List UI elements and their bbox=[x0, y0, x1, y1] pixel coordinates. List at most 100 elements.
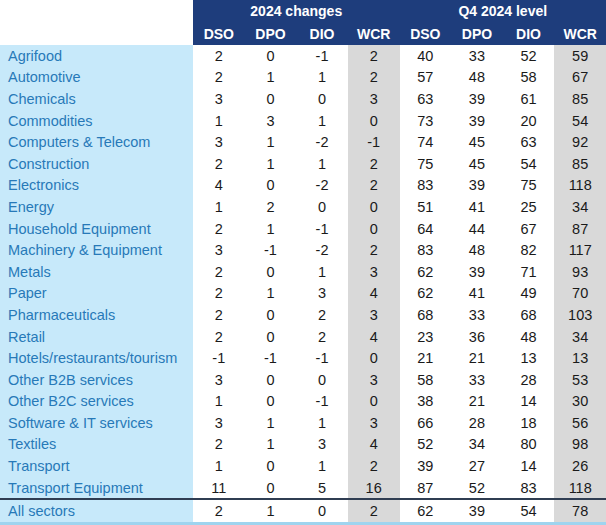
value-cell: 48 bbox=[451, 239, 503, 261]
value-cell: 2 bbox=[193, 261, 245, 283]
sector-label: Pharmaceuticals bbox=[0, 304, 193, 326]
value-cell: 3 bbox=[296, 283, 348, 305]
value-cell: 83 bbox=[400, 239, 452, 261]
value-cell: 0 bbox=[245, 455, 297, 477]
value-cell: 2 bbox=[193, 283, 245, 305]
value-cell: 3 bbox=[296, 434, 348, 456]
value-cell: 2 bbox=[193, 153, 245, 175]
value-cell: 1 bbox=[296, 261, 348, 283]
value-cell: -1 bbox=[296, 391, 348, 413]
value-cell: 2 bbox=[296, 304, 348, 326]
value-cell: 18 bbox=[503, 412, 555, 434]
value-cell: 0 bbox=[245, 88, 297, 110]
sector-label: Transport Equipment bbox=[0, 477, 193, 499]
table-row: Household Equipment 2 1 -1 0 64 44 67 87 bbox=[0, 218, 606, 240]
table-row: Hotels/restaurants/tourism -1 -1 -1 0 21… bbox=[0, 347, 606, 369]
column-header-level-dso: DSO bbox=[400, 22, 452, 45]
value-cell: 87 bbox=[554, 218, 606, 240]
value-cell: 71 bbox=[503, 261, 555, 283]
value-cell: 0 bbox=[296, 196, 348, 218]
value-cell: 1 bbox=[296, 110, 348, 132]
sector-label: Transport bbox=[0, 455, 193, 477]
value-cell: 67 bbox=[554, 67, 606, 89]
value-cell: 27 bbox=[451, 455, 503, 477]
table-row: Transport Equipment 11 0 5 16 87 52 83 1… bbox=[0, 477, 606, 499]
value-cell: 80 bbox=[503, 434, 555, 456]
value-cell: 62 bbox=[400, 283, 452, 305]
value-cell: 1 bbox=[296, 412, 348, 434]
value-cell: 74 bbox=[400, 131, 452, 153]
table-row: Computers & Telecom 3 1 -2 -1 74 45 63 9… bbox=[0, 131, 606, 153]
working-capital-table: 2024 changes Q4 2024 level DSO DPO DIO W… bbox=[0, 0, 606, 525]
value-cell: 39 bbox=[400, 455, 452, 477]
value-cell: 34 bbox=[554, 196, 606, 218]
column-header-level-wcr: WCR bbox=[554, 22, 606, 45]
value-cell: 54 bbox=[503, 500, 555, 522]
value-cell: 0 bbox=[245, 175, 297, 197]
value-cell: 25 bbox=[503, 196, 555, 218]
value-cell: 83 bbox=[503, 477, 555, 499]
column-header-changes-dso: DSO bbox=[193, 22, 245, 45]
value-cell: 21 bbox=[400, 347, 452, 369]
table-row: Machinery & Equipment 3 -1 -2 2 83 48 82… bbox=[0, 239, 606, 261]
group-header-q4-2024-level: Q4 2024 level bbox=[400, 0, 606, 22]
table-row: Pharmaceuticals 2 0 2 3 68 33 68 103 bbox=[0, 304, 606, 326]
value-cell: 2 bbox=[348, 175, 400, 197]
value-cell: 0 bbox=[245, 326, 297, 348]
column-header-changes-dpo: DPO bbox=[245, 22, 297, 45]
value-cell: 4 bbox=[348, 283, 400, 305]
value-cell: 13 bbox=[554, 347, 606, 369]
sector-label: Other B2B services bbox=[0, 369, 193, 391]
value-cell: -1 bbox=[348, 131, 400, 153]
table-row: Other B2C services 1 0 -1 0 38 21 14 30 bbox=[0, 391, 606, 413]
value-cell: 118 bbox=[554, 175, 606, 197]
value-cell: 0 bbox=[245, 261, 297, 283]
value-cell: 48 bbox=[503, 326, 555, 348]
value-cell: 3 bbox=[193, 239, 245, 261]
sector-label: Machinery & Equipment bbox=[0, 239, 193, 261]
value-cell: 2 bbox=[193, 67, 245, 89]
value-cell: 58 bbox=[400, 369, 452, 391]
value-cell: 28 bbox=[451, 412, 503, 434]
sector-label: Chemicals bbox=[0, 88, 193, 110]
table-row: Metals 2 0 1 3 62 39 71 93 bbox=[0, 261, 606, 283]
sector-label: Hotels/restaurants/tourism bbox=[0, 347, 193, 369]
column-header-level-dpo: DPO bbox=[451, 22, 503, 45]
sector-label: Energy bbox=[0, 196, 193, 218]
value-cell: 13 bbox=[503, 347, 555, 369]
value-cell: -1 bbox=[296, 45, 348, 67]
value-cell: 2 bbox=[193, 434, 245, 456]
group-header-2024-changes: 2024 changes bbox=[193, 0, 400, 22]
value-cell: 0 bbox=[245, 45, 297, 67]
value-cell: 3 bbox=[348, 412, 400, 434]
value-cell: 14 bbox=[503, 455, 555, 477]
value-cell: -1 bbox=[193, 347, 245, 369]
value-cell: 2 bbox=[193, 326, 245, 348]
table-row: Agrifood 2 0 -1 2 40 33 52 59 bbox=[0, 45, 606, 67]
value-cell: 92 bbox=[554, 131, 606, 153]
value-cell: 103 bbox=[554, 304, 606, 326]
value-cell: 2 bbox=[193, 218, 245, 240]
value-cell: 0 bbox=[296, 88, 348, 110]
value-cell: 2 bbox=[245, 196, 297, 218]
value-cell: 56 bbox=[554, 412, 606, 434]
value-cell: 41 bbox=[451, 196, 503, 218]
value-cell: 3 bbox=[348, 304, 400, 326]
value-cell: 0 bbox=[348, 110, 400, 132]
value-cell: 33 bbox=[451, 369, 503, 391]
value-cell: 75 bbox=[503, 175, 555, 197]
sector-label: Textiles bbox=[0, 434, 193, 456]
value-cell: 0 bbox=[348, 347, 400, 369]
value-cell: 2 bbox=[348, 500, 400, 522]
value-cell: 4 bbox=[348, 434, 400, 456]
table-row: Textiles 2 1 3 4 52 34 80 98 bbox=[0, 434, 606, 456]
value-cell: 2 bbox=[193, 304, 245, 326]
value-cell: 83 bbox=[400, 175, 452, 197]
value-cell: 16 bbox=[348, 477, 400, 499]
sector-label: Retail bbox=[0, 326, 193, 348]
value-cell: 28 bbox=[503, 369, 555, 391]
sector-label: Construction bbox=[0, 153, 193, 175]
value-cell: 118 bbox=[554, 477, 606, 499]
value-cell: 63 bbox=[400, 88, 452, 110]
value-cell: 3 bbox=[193, 131, 245, 153]
